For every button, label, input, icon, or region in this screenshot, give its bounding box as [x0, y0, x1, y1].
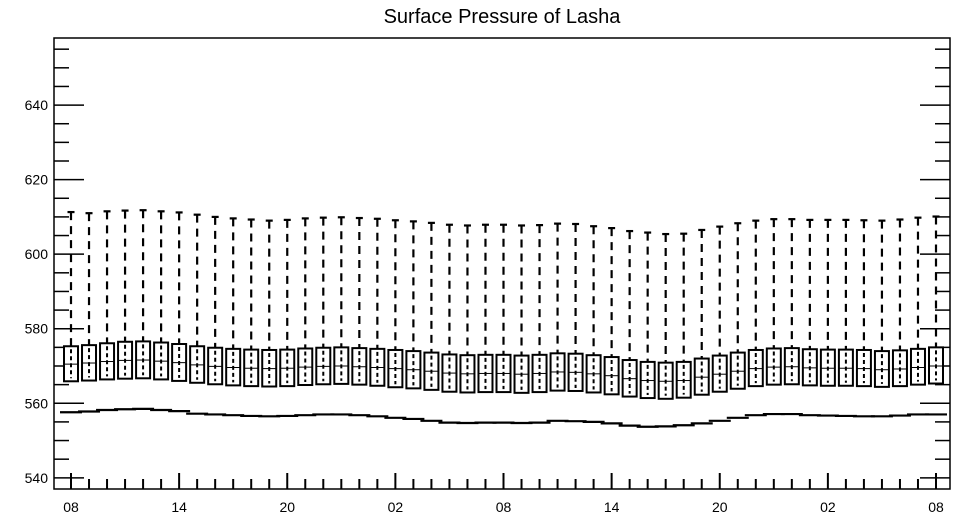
box-24 [492, 223, 515, 424]
y-tick-label: 600 [25, 246, 49, 262]
box-5 [150, 210, 173, 412]
box-44 [852, 219, 875, 418]
box-27 [546, 222, 569, 422]
x-tick-label: 20 [279, 499, 295, 515]
box-9 [222, 217, 245, 417]
box-8 [204, 215, 227, 416]
box-12 [276, 218, 299, 418]
y-tick-label: 640 [25, 97, 49, 113]
box-18 [384, 219, 407, 419]
box-46 [888, 218, 911, 417]
x-tick-label: 08 [928, 499, 944, 515]
y-tick-label: 580 [25, 321, 49, 337]
x-tick-label: 02 [388, 499, 404, 515]
box-43 [834, 218, 857, 418]
y-tick-label: 540 [25, 470, 49, 486]
box-6 [168, 211, 191, 413]
box-23 [474, 223, 497, 424]
box-32 [636, 231, 659, 428]
box-48 [925, 215, 947, 416]
box-47 [906, 216, 929, 416]
box-4 [132, 209, 155, 410]
box-40 [780, 218, 803, 416]
box-39 [762, 218, 785, 416]
box-28 [564, 222, 587, 423]
box-2 [96, 210, 119, 412]
box-22 [456, 224, 479, 425]
y-tick-label: 620 [25, 172, 49, 188]
box-15 [330, 216, 353, 416]
box-13 [294, 217, 317, 417]
box-41 [798, 218, 821, 417]
box-11 [258, 219, 281, 418]
boxes [60, 209, 947, 428]
box-14 [312, 216, 335, 416]
box-20 [420, 221, 443, 422]
box-30 [600, 226, 623, 425]
box-10 [240, 218, 263, 418]
x-tick-label: 08 [63, 499, 79, 515]
box-19 [402, 220, 425, 421]
box-35 [690, 228, 713, 425]
y-axis: 540 560 580 600 620 640 [25, 48, 950, 486]
box-31 [618, 229, 641, 427]
box-16 [348, 216, 371, 417]
x-tick-label: 20 [712, 499, 728, 515]
box-29 [582, 225, 605, 424]
box-42 [816, 218, 839, 417]
box-34 [672, 232, 695, 427]
x-tick-label: 14 [171, 499, 187, 515]
chart-title: Surface Pressure of Lasha [384, 6, 622, 28]
x-tick-label: 08 [496, 499, 512, 515]
plot-frame [53, 37, 951, 490]
y-tick-label: 560 [25, 395, 49, 411]
box-37 [726, 222, 749, 419]
box-17 [366, 217, 389, 418]
box-25 [510, 224, 533, 425]
x-tick-label: 14 [604, 499, 620, 515]
box-36 [708, 225, 731, 422]
x-axis: 08 14 20 02 08 14 20 02 08 [63, 473, 944, 515]
box-7 [186, 213, 209, 415]
box-33 [654, 232, 677, 428]
box-1 [78, 212, 101, 413]
box-21 [438, 223, 461, 424]
box-3 [114, 209, 137, 411]
box-45 [870, 219, 893, 418]
x-tick-label: 02 [820, 499, 836, 515]
box-26 [528, 224, 551, 424]
box-38 [744, 219, 767, 417]
box-0 [60, 210, 82, 414]
